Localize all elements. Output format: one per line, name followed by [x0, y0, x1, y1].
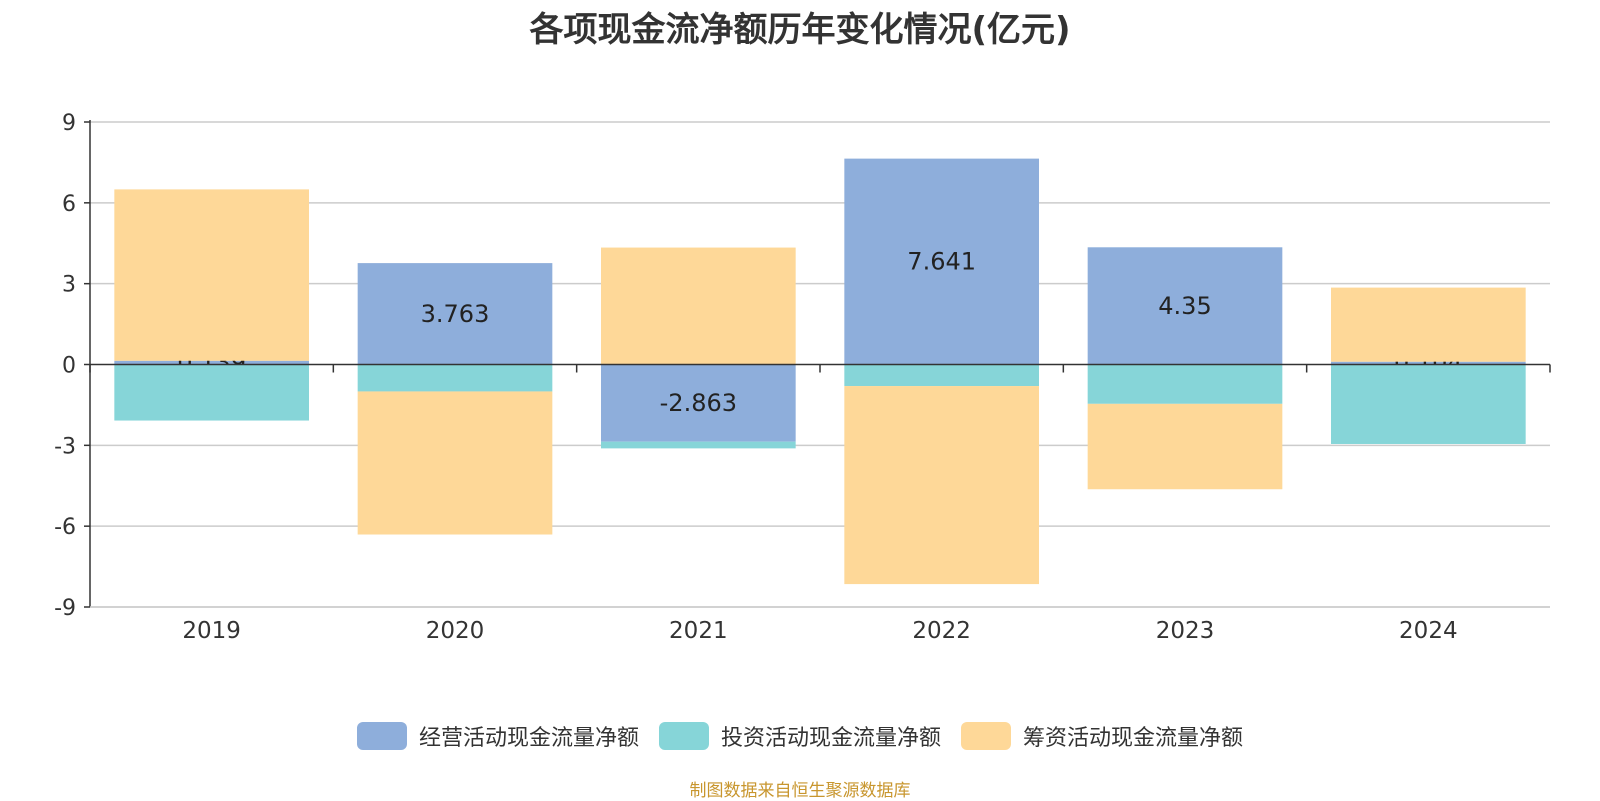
x-tick-label: 2023 — [1156, 618, 1215, 644]
x-tick-label: 2021 — [669, 618, 728, 644]
y-tick-label: 0 — [62, 354, 76, 379]
bar-series2-2021 — [601, 247, 796, 365]
data-label: 4.35 — [1158, 292, 1211, 320]
bar-series2-2024 — [1331, 287, 1526, 362]
legend: 经营活动现金流量净额 投资活动现金流量净额 筹资活动现金流量净额 — [0, 720, 1600, 752]
y-tick-label: -9 — [54, 596, 76, 621]
bar-series1-2022 — [844, 364, 1039, 387]
source-note: 制图数据来自恒生聚源数据库 — [689, 781, 911, 801]
data-label: 3.763 — [421, 300, 490, 328]
bar-series2-2020 — [357, 391, 553, 535]
bar-series1-2019 — [114, 364, 309, 421]
x-tick-label: 2022 — [912, 618, 971, 644]
data-label: 7.641 — [907, 248, 976, 276]
x-tick-label: 2024 — [1399, 618, 1458, 644]
legend-item-investing[interactable]: 投资活动现金流量净额 — [658, 720, 941, 752]
legend-swatch-investing — [658, 722, 709, 750]
legend-label-financing: 筹资活动现金流量净额 — [1023, 726, 1244, 751]
bar-series1-2024 — [1331, 364, 1526, 444]
y-tick-label: 9 — [62, 111, 76, 136]
legend-item-financing[interactable]: 筹资活动现金流量净额 — [961, 720, 1243, 752]
bar-series1-2020 — [357, 364, 553, 392]
bar-series0-2019 — [114, 360, 309, 365]
bar-series0-2022 — [844, 158, 1039, 365]
bar-series1-2021 — [601, 441, 796, 449]
bar-series0-2020 — [357, 263, 553, 365]
x-tick-label: 2020 — [426, 618, 485, 644]
bar-series0-2023 — [1087, 247, 1283, 365]
y-tick-label: 3 — [62, 273, 76, 298]
y-tick-label: 6 — [62, 192, 76, 217]
bar-series2-2019 — [114, 189, 309, 361]
legend-label-operating: 经营活动现金流量净额 — [418, 726, 639, 751]
y-tick-label: -3 — [54, 434, 76, 459]
legend-item-operating[interactable]: 经营活动现金流量净额 — [356, 720, 639, 752]
x-tick-label: 2019 — [182, 618, 241, 644]
bar-series0-2024 — [1331, 361, 1526, 365]
data-label: -2.863 — [660, 389, 737, 417]
legend-swatch-financing — [961, 722, 1011, 750]
y-tick-label: -6 — [54, 515, 76, 540]
bar-series2-2022 — [844, 386, 1039, 585]
bar-series2-2023 — [1087, 403, 1283, 490]
legend-swatch-operating — [356, 722, 407, 750]
chart-title: 各项现金流净额历年变化情况(亿元) — [529, 10, 1071, 50]
bar-series1-2023 — [1087, 364, 1283, 404]
legend-label-investing: 投资活动现金流量净额 — [720, 726, 941, 751]
bar-series0-2021 — [601, 364, 796, 442]
